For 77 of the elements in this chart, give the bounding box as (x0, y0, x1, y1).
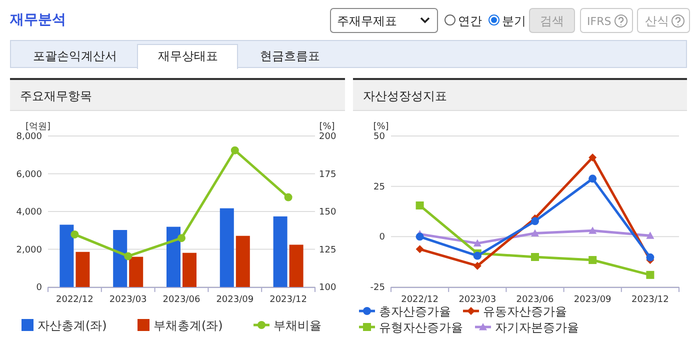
y-tick-label: 25 (374, 182, 385, 192)
chart-title: 자산성장성지표 (363, 89, 447, 103)
point (588, 226, 597, 234)
point (646, 232, 654, 239)
y-axis-title: [%] (373, 122, 389, 132)
y-tick-label: 0 (379, 232, 386, 243)
point (124, 252, 132, 260)
x-tick-label: 2023/09 (216, 295, 254, 305)
y2-tick-label: 200 (319, 132, 336, 142)
text: 분기 (502, 14, 526, 28)
bar (166, 226, 180, 287)
point (230, 146, 239, 154)
x-tick-label: 2023/09 (574, 295, 612, 305)
bar (289, 244, 304, 287)
text: 현금흐름표 (260, 49, 320, 63)
legend-label: 부채총계(좌) (154, 318, 223, 332)
y-axis-title: [억원] (25, 122, 51, 132)
y-tick-label: 0 (36, 283, 42, 293)
text: 산식 (645, 14, 669, 28)
point (473, 252, 482, 260)
point (473, 239, 482, 247)
x-tick-label: 2023/12 (270, 295, 307, 305)
legend-label: 유형자산증가율 (379, 320, 463, 334)
point (416, 201, 424, 210)
legend-label: 유동자산증가율 (483, 304, 567, 318)
x-tick-label: 2022/12 (56, 295, 94, 305)
point (416, 245, 424, 254)
y-tick-label: 2,000 (16, 245, 42, 256)
point (646, 270, 654, 279)
y2-axis-title: [%] (319, 122, 335, 132)
point (178, 234, 186, 242)
point (588, 154, 597, 162)
point (588, 256, 597, 264)
y2-tick-label: 100 (319, 283, 336, 293)
x-tick-label: 2023/03 (458, 295, 496, 305)
text: 연간 (458, 14, 482, 28)
point (416, 232, 424, 241)
text: 재무분석 (9, 12, 66, 28)
chart-title: 주요재무항목 (20, 89, 92, 103)
x-tick-label: 2023/06 (162, 295, 200, 305)
text: 주재무제표 (337, 14, 397, 28)
x-tick-label: 2023/03 (109, 295, 147, 305)
point (531, 229, 539, 236)
bar (113, 230, 128, 287)
point (588, 174, 597, 183)
bar (273, 216, 288, 287)
point (284, 193, 292, 202)
y2-tick-label: 175 (319, 170, 336, 180)
legend-label: 자산총계(좌) (38, 318, 107, 332)
point (646, 253, 654, 262)
y-tick-label: 50 (374, 132, 386, 142)
legend-label: 총자산증가율 (379, 304, 451, 318)
point (473, 262, 482, 270)
bar (182, 252, 196, 287)
bar (236, 236, 250, 287)
bar (129, 256, 144, 287)
y2-tick-label: 125 (319, 245, 336, 256)
bar (220, 208, 234, 287)
legend-label: 자기자본증가율 (495, 320, 579, 334)
bar (76, 252, 90, 287)
x-tick-label: 2022/12 (401, 295, 438, 305)
text: 재무상태표 (158, 49, 218, 63)
y-tick-label: 4,000 (16, 208, 42, 218)
y2-tick-label: 150 (319, 208, 336, 218)
text: 포괄손익계산서 (33, 49, 117, 63)
point (70, 230, 79, 238)
y-tick-label: 6,000 (16, 170, 42, 180)
legend-label: 부채비율 (274, 318, 322, 332)
point (531, 253, 539, 261)
x-tick-label: 2023/06 (516, 295, 554, 305)
x-tick-label: 2023/12 (632, 295, 669, 305)
y-tick-label: -25 (370, 283, 385, 293)
text: IFRS (587, 15, 612, 28)
point (531, 217, 539, 226)
y-tick-label: 8,000 (16, 132, 42, 142)
text: 검색 (540, 14, 564, 28)
bar (60, 224, 74, 287)
